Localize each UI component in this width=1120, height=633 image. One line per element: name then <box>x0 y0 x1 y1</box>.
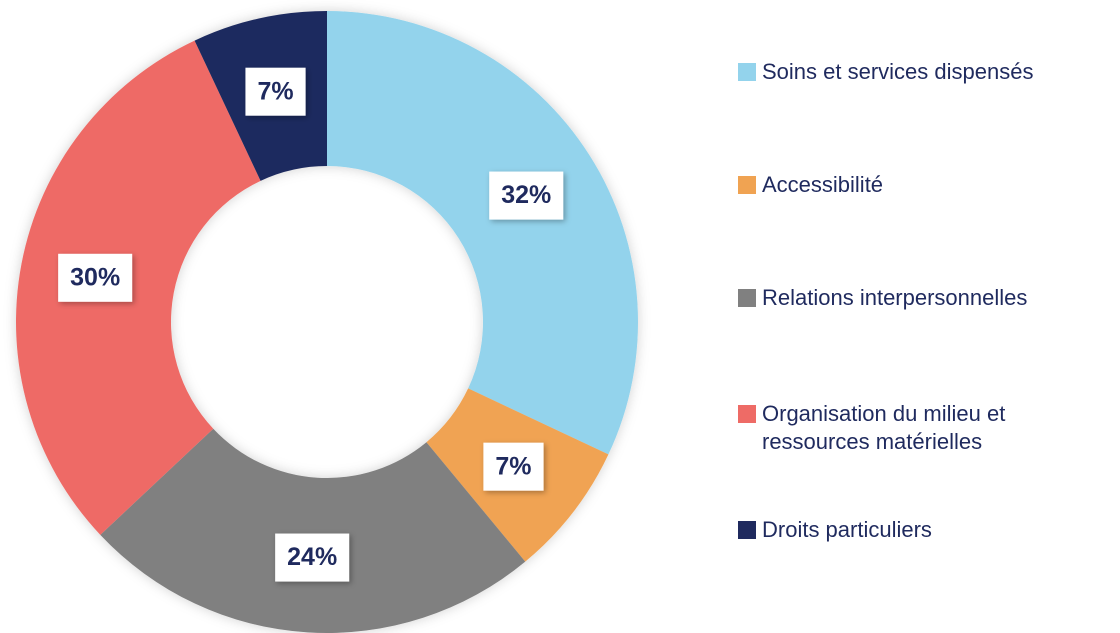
legend-label: Relations interpersonnelles <box>762 285 1028 310</box>
value-label-box: 30% <box>58 253 133 302</box>
legend-label: Soins et services dispensés <box>762 59 1034 84</box>
value-label-box: 7% <box>245 67 306 116</box>
value-label: 7% <box>257 77 293 105</box>
legend-item: Accessibilité <box>738 171 883 199</box>
legend-swatch <box>738 63 756 81</box>
value-label: 30% <box>70 263 120 291</box>
legend-label: Organisation du milieu et ressources mat… <box>762 401 1006 454</box>
legend-label: Droits particuliers <box>762 517 932 542</box>
donut-slice <box>100 428 526 633</box>
value-label-box: 24% <box>275 533 350 582</box>
legend-swatch <box>738 176 756 194</box>
value-label: 24% <box>287 543 337 571</box>
legend-item: Organisation du milieu et ressources mat… <box>738 400 1092 456</box>
value-label-box: 7% <box>483 442 544 491</box>
value-label-bg <box>483 442 544 491</box>
legend-label: Accessibilité <box>762 172 884 197</box>
legend-swatch <box>738 521 756 539</box>
value-label-box: 32% <box>489 171 564 220</box>
legend-swatch <box>738 405 756 423</box>
legend-swatch <box>738 289 756 307</box>
value-labels: 32% 7% 24% 30% 7% <box>58 67 564 582</box>
value-label: 32% <box>501 181 551 209</box>
value-label-bg <box>245 67 306 116</box>
value-label-bg <box>275 533 350 582</box>
legend-item: Droits particuliers <box>738 516 932 544</box>
donut-slice <box>327 11 638 455</box>
chart: 32% 7% 24% 30% 7% <box>15 11 638 633</box>
legend-item: Relations interpersonnelles <box>738 284 1027 312</box>
donut-slice <box>15 40 261 535</box>
value-label-bg <box>489 171 564 220</box>
value-label: 7% <box>495 452 531 480</box>
value-label-bg <box>58 253 133 302</box>
legend: Soins et services dispensés Accessibilité… <box>738 0 1118 633</box>
legend-item: Soins et services dispensés <box>738 58 1033 86</box>
